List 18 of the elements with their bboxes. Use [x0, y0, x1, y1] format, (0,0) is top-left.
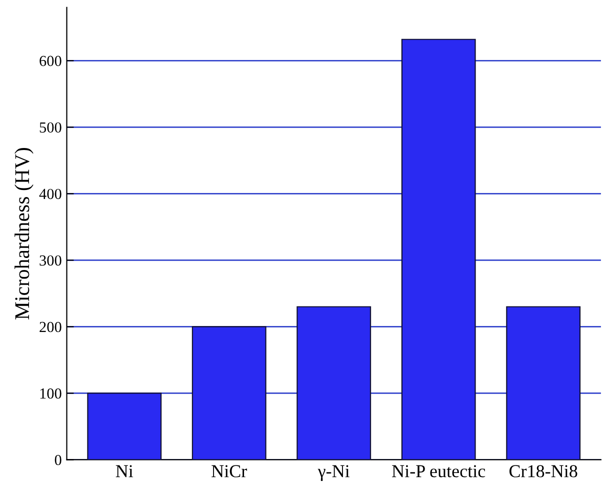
x-tick-label: Ni-P eutectic — [392, 465, 486, 478]
x-tick-label: γ-Ni — [318, 465, 350, 481]
x-tick-label: NiCr — [212, 465, 248, 478]
y-tick-label: 500 — [40, 122, 62, 133]
bar — [506, 306, 581, 460]
y-tick-label: 0 — [54, 454, 62, 466]
y-tick-label: 100 — [40, 388, 62, 399]
bar — [401, 38, 476, 460]
x-tick-label: Cr18-Ni8 — [509, 465, 578, 478]
y-tick-label: 300 — [40, 255, 62, 266]
y-axis-title: Microhardness (HV) — [14, 148, 34, 320]
y-tick-label: 200 — [40, 322, 62, 332]
bar — [296, 306, 372, 460]
y-tick-label: 400 — [39, 188, 62, 200]
x-tick-label: Ni — [116, 465, 134, 478]
y-tick-label: 600 — [40, 56, 62, 66]
bar — [192, 326, 266, 460]
bar — [87, 392, 162, 460]
